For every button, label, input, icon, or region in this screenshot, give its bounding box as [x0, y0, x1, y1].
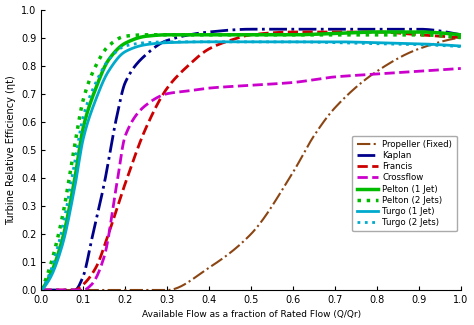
Turgo (2 Jets) [303, 40, 309, 44]
Francis [342, 30, 348, 34]
Propeller (Fixed) [458, 36, 464, 40]
Line: Kaplan: Kaplan [41, 29, 461, 290]
Pelton (1 Jet) [375, 30, 381, 34]
X-axis label: Available Flow as a fraction of Rated Flow (Q/Qr): Available Flow as a fraction of Rated Fl… [142, 310, 361, 319]
Pelton (2 Jets) [458, 36, 464, 40]
Kaplan [342, 27, 348, 31]
Pelton (1 Jet) [89, 97, 95, 101]
Crossflow [89, 282, 95, 286]
Propeller (Fixed) [343, 94, 349, 98]
Turgo (2 Jets) [38, 288, 44, 292]
Francis [205, 48, 210, 52]
Propeller (Fixed) [341, 96, 347, 100]
Propeller (Fixed) [38, 288, 44, 292]
Propeller (Fixed) [302, 149, 308, 152]
Turgo (2 Jets) [164, 40, 170, 44]
Line: Pelton (1 Jet): Pelton (1 Jet) [41, 32, 461, 290]
Turgo (2 Jets) [176, 40, 182, 44]
Turgo (2 Jets) [342, 41, 348, 45]
Pelton (1 Jet) [175, 33, 181, 37]
Pelton (2 Jets) [38, 288, 44, 292]
Turgo (1 Jet) [38, 288, 44, 292]
Crossflow [341, 74, 347, 78]
Turgo (1 Jet) [205, 40, 210, 44]
Crossflow [205, 86, 210, 90]
Francis [89, 272, 95, 276]
Kaplan [458, 33, 464, 37]
Y-axis label: Turbine Relative Efficiency (ηt): Turbine Relative Efficiency (ηt) [6, 75, 16, 225]
Turgo (2 Jets) [89, 90, 95, 94]
Pelton (1 Jet) [458, 33, 464, 37]
Kaplan [89, 237, 95, 241]
Turgo (2 Jets) [206, 40, 211, 44]
Kaplan [249, 27, 255, 31]
Turgo (1 Jet) [342, 40, 348, 44]
Crossflow [343, 74, 349, 78]
Pelton (1 Jet) [302, 32, 308, 36]
Turgo (1 Jet) [207, 40, 212, 44]
Crossflow [302, 79, 308, 83]
Kaplan [303, 27, 309, 31]
Line: Crossflow: Crossflow [41, 69, 461, 290]
Francis [303, 30, 309, 34]
Pelton (1 Jet) [38, 288, 44, 292]
Francis [345, 30, 350, 34]
Turgo (1 Jet) [175, 40, 181, 44]
Pelton (1 Jet) [205, 33, 210, 37]
Francis [38, 288, 44, 292]
Turgo (1 Jet) [89, 108, 95, 112]
Line: Turgo (2 Jets): Turgo (2 Jets) [41, 42, 461, 290]
Pelton (2 Jets) [89, 72, 95, 76]
Turgo (1 Jet) [345, 40, 350, 44]
Line: Propeller (Fixed): Propeller (Fixed) [41, 38, 461, 290]
Pelton (2 Jets) [345, 33, 350, 37]
Pelton (1 Jet) [343, 31, 349, 35]
Pelton (2 Jets) [206, 33, 211, 37]
Propeller (Fixed) [89, 288, 95, 292]
Francis [175, 73, 181, 77]
Turgo (1 Jet) [458, 44, 464, 48]
Pelton (2 Jets) [144, 33, 149, 37]
Turgo (2 Jets) [345, 41, 350, 45]
Pelton (2 Jets) [303, 33, 309, 37]
Kaplan [175, 35, 181, 39]
Francis [291, 30, 297, 34]
Pelton (1 Jet) [341, 31, 347, 35]
Kaplan [345, 27, 350, 31]
Crossflow [38, 288, 44, 292]
Turgo (1 Jet) [303, 40, 309, 44]
Line: Francis: Francis [41, 32, 461, 290]
Line: Turgo (1 Jet): Turgo (1 Jet) [41, 42, 461, 290]
Line: Pelton (2 Jets): Pelton (2 Jets) [41, 35, 461, 290]
Legend: Propeller (Fixed), Kaplan, Francis, Crossflow, Pelton (1 Jet), Pelton (2 Jets), : Propeller (Fixed), Kaplan, Francis, Cros… [352, 136, 456, 231]
Pelton (2 Jets) [176, 33, 182, 37]
Propeller (Fixed) [175, 286, 181, 290]
Francis [458, 36, 464, 40]
Pelton (2 Jets) [342, 33, 348, 37]
Kaplan [38, 288, 44, 292]
Turgo (2 Jets) [458, 45, 464, 48]
Crossflow [175, 90, 181, 94]
Crossflow [458, 67, 464, 71]
Kaplan [205, 30, 210, 34]
Propeller (Fixed) [205, 267, 210, 271]
